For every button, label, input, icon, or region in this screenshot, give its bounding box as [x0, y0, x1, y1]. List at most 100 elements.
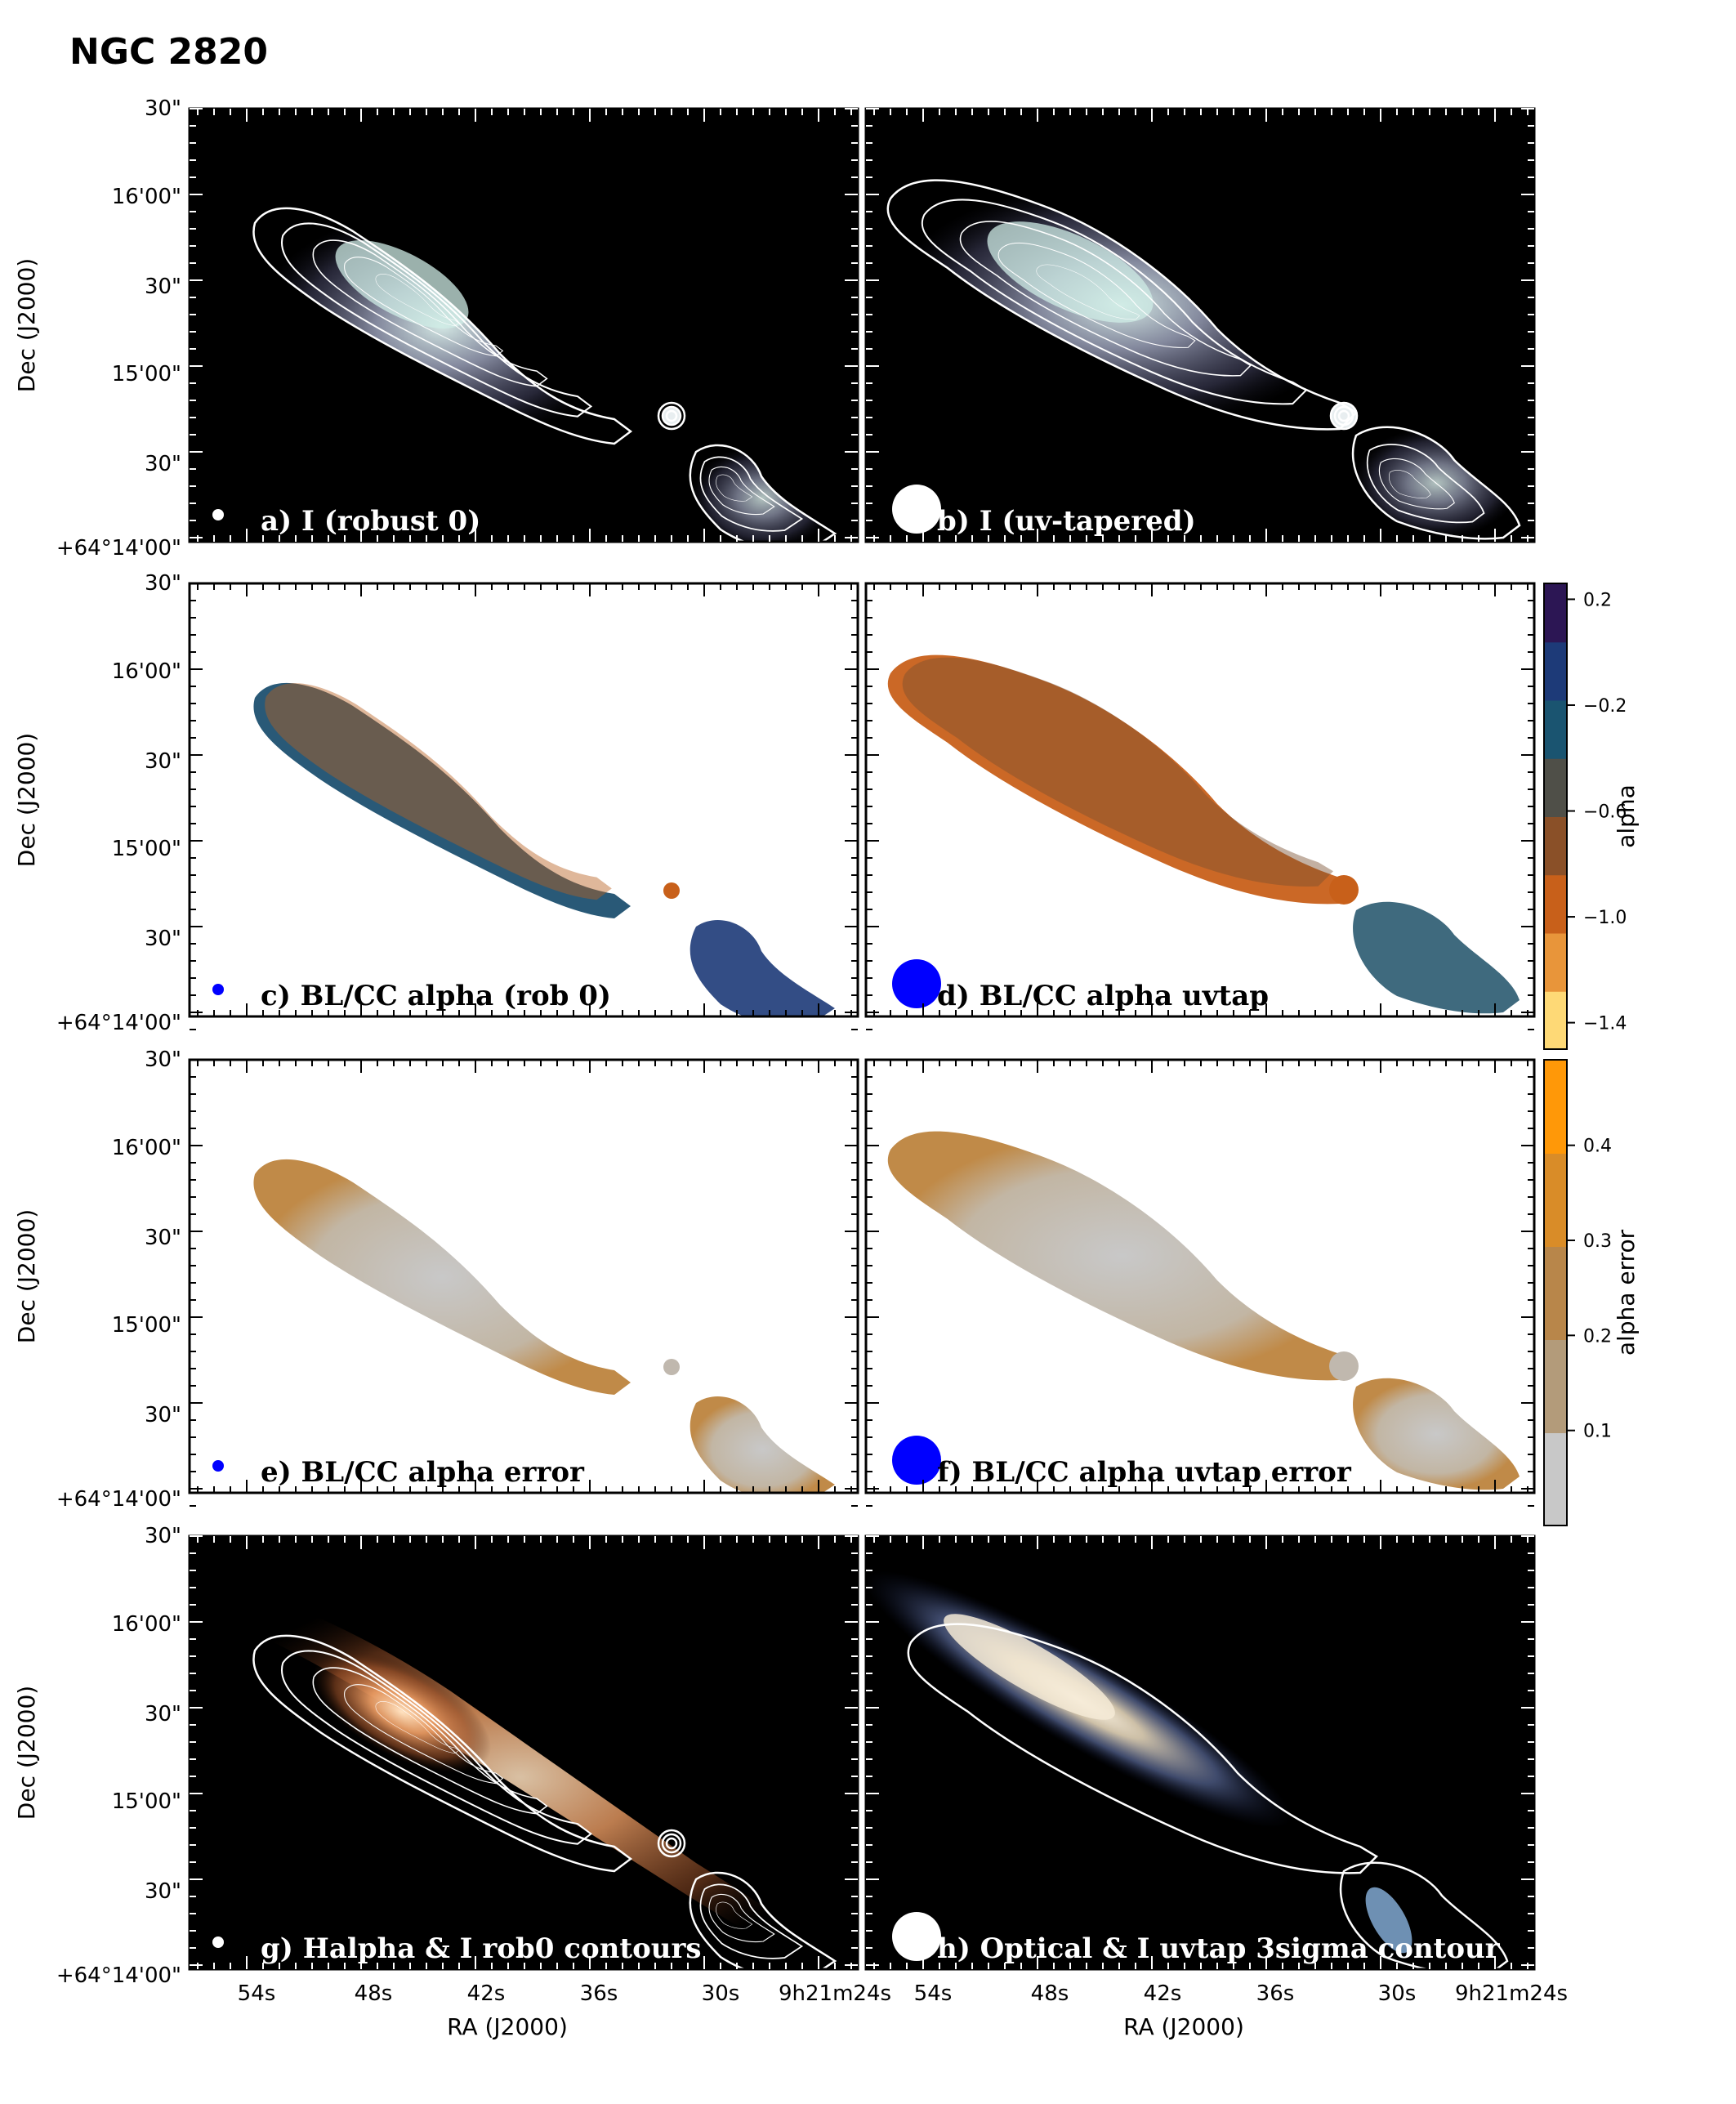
panel-h-emission — [866, 1570, 1509, 1969]
ra-tick-label: 30s — [1378, 1981, 1417, 2006]
colorbar-tick-label: −1.4 — [1583, 1014, 1627, 1034]
colorbar-segment — [1544, 1246, 1567, 1340]
colorbar-alpha-label: alpha — [1613, 784, 1640, 848]
colorbar-segment — [1544, 816, 1567, 876]
panel-b-emission — [886, 179, 1521, 540]
dec-tick-label: +64°14'00" — [56, 536, 181, 561]
colorbar-segment — [1544, 1153, 1567, 1247]
colorbar-tick-label: 0.2 — [1583, 1326, 1612, 1347]
ra-tick-label: 42s — [1144, 1981, 1182, 2006]
panel-f-label: f) BL/CC alpha uvtap error — [937, 1456, 1352, 1489]
colorbar-segment — [1544, 1060, 1567, 1154]
ra-tick-label: 30s — [702, 1981, 740, 2006]
panel-h: h) Optical & I uvtap 3sigma contour 54s 48… — [864, 1534, 1568, 2040]
panel-g-ylabel: Dec (J2000) — [13, 1686, 40, 1820]
panel-d: d) BL/CC alpha uvtap — [864, 582, 1536, 1030]
dec-tick-label: 15'00" — [112, 837, 181, 861]
colorbar-tick-label: 0.2 — [1583, 590, 1612, 610]
panel-e-label: e) BL/CC alpha error — [261, 1456, 585, 1489]
dec-tick-label: +64°14'00" — [56, 1487, 181, 1512]
colorbar-tick-label: −0.2 — [1583, 696, 1627, 717]
dec-tick-label: 15'00" — [112, 1313, 181, 1338]
colorbar-segment — [1544, 641, 1567, 701]
panel-g-contours — [252, 1634, 837, 1969]
panel-e-ylabel: Dec (J2000) — [13, 1209, 40, 1343]
panel-c-beam — [212, 984, 224, 995]
panel-b-label: b) I (uv-tapered) — [937, 505, 1196, 538]
panel-e-emission — [253, 1159, 835, 1493]
panel-g-label: g) Halpha & I rob0 contours — [261, 1932, 702, 1965]
ra-tick-label: 54s — [914, 1981, 953, 2006]
panel-d-ticks — [866, 583, 1534, 1030]
colorbar-segment — [1544, 757, 1567, 817]
panel-b-beam — [892, 485, 941, 534]
dec-tick-label: +64°14'00" — [56, 1963, 181, 1988]
ra-tick-label: 48s — [355, 1981, 393, 2006]
panel-h-contours — [907, 1623, 1509, 1969]
panel-g: g) Halpha & I rob0 contours 30" 16'00" 30" 1… — [13, 1524, 891, 2040]
colorbar-alpha-scale — [1544, 583, 1567, 1050]
colorbar-segment — [1544, 1432, 1567, 1526]
dec-tick-label: 30" — [145, 1702, 181, 1727]
panel-h-xlabel: RA (J2000) — [1123, 2013, 1244, 2040]
dec-tick-label: 30" — [145, 275, 181, 299]
colorbar-segment — [1544, 874, 1567, 934]
panel-d-label: d) BL/CC alpha uvtap — [937, 980, 1269, 1012]
panel-c-emission — [253, 682, 835, 1016]
panel-a-ylabel: Dec (J2000) — [13, 258, 40, 392]
panel-g-emission — [190, 1578, 858, 1969]
panel-a-emission — [252, 207, 837, 542]
panel-f-ticks — [866, 1059, 1534, 1507]
colorbar-segment — [1544, 583, 1567, 643]
ra-tick-label: 42s — [467, 1981, 506, 2006]
dec-tick-label: 16'00" — [112, 1136, 181, 1160]
panel-f-emission — [887, 1131, 1520, 1490]
panel-c: c) BL/CC alpha (rob 0) 30" 16'00" 30" 15'00"… — [13, 571, 859, 1035]
colorbar-tick-label: 0.1 — [1583, 1422, 1612, 1442]
colorbar-segment — [1544, 990, 1567, 1050]
panel-f: f) BL/CC alpha uvtap error — [864, 1058, 1536, 1507]
panel-a: a) I (robust 0) 30" 16'00" 30" 15'00" 30" +64°… — [13, 96, 859, 561]
panel-b-contours — [886, 179, 1521, 540]
colorbar-error-scale — [1544, 1060, 1567, 1526]
panel-a-label: a) I (robust 0) — [261, 505, 480, 538]
panel-a-ticks — [190, 108, 858, 556]
panel-h-label: h) Optical & I uvtap 3sigma contour — [937, 1932, 1501, 1965]
colorbar-tick-label: 0.3 — [1583, 1231, 1612, 1252]
panel-a-contours — [252, 207, 837, 542]
dec-tick-label: 30" — [145, 927, 181, 951]
dec-tick-label: 30" — [145, 749, 181, 774]
dec-tick-label: 30" — [145, 571, 181, 596]
panel-g-ticks — [190, 1535, 858, 1983]
panel-e-beam — [212, 1460, 224, 1472]
dec-tick-label: 30" — [145, 1524, 181, 1548]
ra-tick-label: 36s — [1256, 1981, 1295, 2006]
dec-tick-label: 30" — [145, 1048, 181, 1072]
dec-tick-label: 15'00" — [112, 1789, 181, 1814]
panel-g-beam — [212, 1936, 224, 1948]
panel-h-ticks — [866, 1535, 1534, 1983]
panel-b: b) I (uv-tapered) — [864, 107, 1536, 556]
ra-tick-label: 9h21m24s — [1455, 1981, 1568, 2006]
colorbar-tick-label: −1.0 — [1583, 908, 1627, 928]
panel-c-ticks — [190, 583, 858, 1030]
dec-tick-label: 30" — [145, 1403, 181, 1427]
panel-c-label: c) BL/CC alpha (rob 0) — [261, 980, 611, 1012]
colorbar-tick-label: −0.6 — [1583, 802, 1627, 823]
dec-tick-label: 30" — [145, 452, 181, 476]
colorbar-segment — [1544, 932, 1567, 992]
ra-tick-label: 9h21m24s — [779, 1981, 891, 2006]
ra-tick-label: 36s — [580, 1981, 618, 2006]
dec-tick-label: 30" — [145, 1226, 181, 1250]
figure-title: NGC 2820 — [69, 31, 268, 73]
colorbar-error-label: alpha error — [1613, 1229, 1640, 1356]
panel-b-ticks — [866, 108, 1534, 556]
ra-tick-label: 48s — [1031, 1981, 1069, 2006]
panel-e-ticks — [190, 1059, 858, 1507]
panel-f-beam — [892, 1436, 941, 1485]
ra-tick-label: 54s — [238, 1981, 276, 2006]
colorbar-segment — [1544, 699, 1567, 759]
dec-tick-label: 30" — [145, 1879, 181, 1904]
dec-tick-label: 16'00" — [112, 659, 181, 684]
